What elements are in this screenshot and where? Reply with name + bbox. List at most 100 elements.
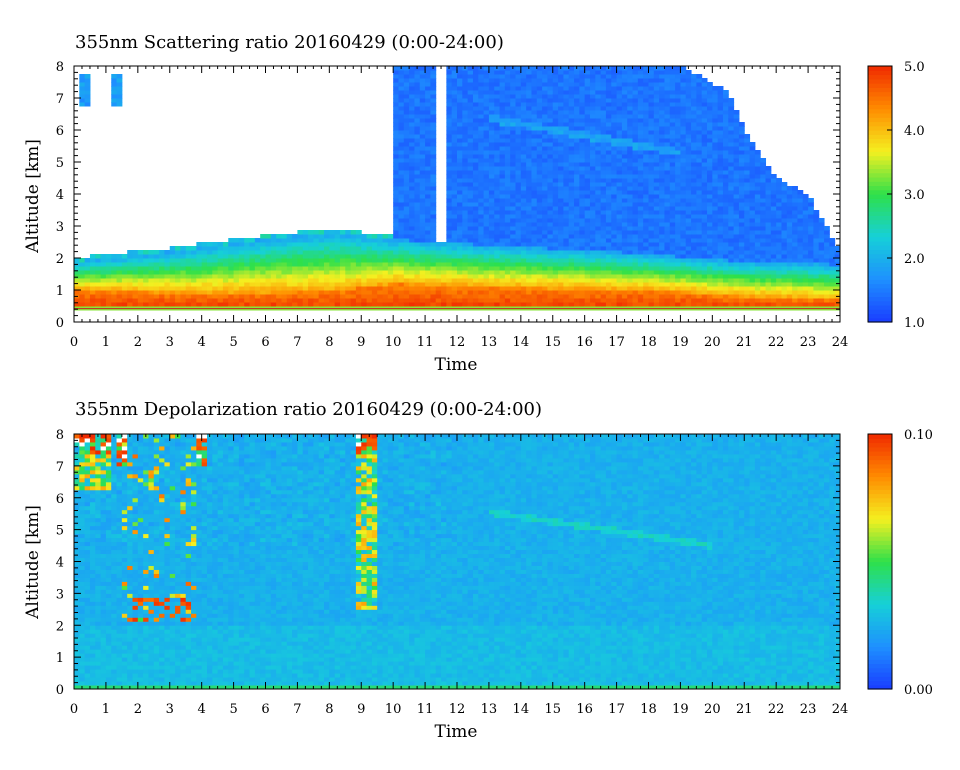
heatmap-cell	[441, 302, 447, 307]
heatmap-cell	[600, 134, 607, 139]
heatmap-cell	[79, 290, 86, 295]
heatmap-cell	[717, 126, 724, 131]
heatmap-cell	[552, 118, 559, 123]
heatmap-cell	[446, 218, 453, 223]
heatmap-cell	[105, 254, 112, 259]
heatmap-cell	[589, 290, 596, 295]
heatmap-cell	[632, 234, 639, 239]
heatmap-cell	[574, 94, 580, 99]
heatmap-cell	[446, 86, 453, 91]
heatmap-cell	[744, 242, 751, 247]
heatmap-cell	[308, 294, 314, 299]
heatmap-cell	[483, 246, 490, 251]
heatmap-cell	[542, 278, 548, 283]
heatmap-cell	[579, 102, 586, 107]
heatmap-cell	[579, 274, 586, 279]
heatmap-cell	[79, 86, 86, 91]
heatmap-cell	[643, 198, 649, 203]
heatmap-cell	[733, 194, 740, 199]
heatmap-cell	[499, 190, 506, 195]
heatmap-cell	[105, 298, 112, 303]
heatmap-cell	[329, 278, 336, 283]
heatmap-cell	[616, 282, 623, 287]
heatmap-cell	[222, 294, 229, 299]
heatmap-cell	[600, 198, 607, 203]
heatmap-cell	[552, 286, 559, 291]
heatmap-cell	[547, 286, 554, 291]
heatmap-cell	[419, 102, 426, 107]
heatmap-cell	[589, 250, 596, 255]
heatmap-cell	[499, 202, 506, 207]
heatmap-cell	[632, 162, 639, 167]
heatmap-cell	[148, 250, 155, 255]
heatmap-cell	[648, 134, 655, 139]
heatmap-cell	[478, 246, 485, 251]
heatmap-cell	[659, 146, 665, 151]
heatmap-cell	[425, 118, 431, 123]
heatmap-cell	[558, 138, 564, 143]
heatmap-cell	[685, 78, 692, 83]
heatmap-cell	[393, 274, 399, 279]
heatmap-cell	[712, 182, 719, 187]
heatmap-cell	[536, 162, 543, 167]
heatmap-cell	[462, 178, 469, 183]
heatmap-cell	[446, 202, 453, 207]
heatmap-cell	[738, 258, 745, 263]
heatmap-cell	[722, 130, 729, 135]
heatmap-cell	[297, 258, 304, 263]
heatmap-cell	[680, 182, 687, 187]
heatmap-cell	[457, 110, 463, 115]
heatmap-cell	[584, 198, 591, 203]
heatmap-cell	[675, 222, 681, 227]
heatmap-cell	[217, 290, 224, 295]
heatmap-cell	[611, 158, 618, 163]
heatmap-cell	[675, 206, 681, 211]
heatmap-cell	[472, 210, 479, 215]
heatmap-cell	[680, 114, 687, 119]
heatmap-cell	[100, 286, 107, 291]
heatmap-cell	[441, 246, 447, 251]
heatmap-cell	[371, 298, 378, 303]
heatmap-cell	[339, 302, 346, 307]
heatmap-cell	[669, 194, 676, 199]
heatmap-cell	[701, 130, 708, 135]
heatmap-cell	[366, 254, 373, 259]
heatmap-cell	[292, 274, 298, 279]
heatmap-cell	[616, 246, 623, 251]
heatmap-cell	[584, 74, 591, 79]
heatmap-cell	[499, 230, 506, 235]
heatmap-cell	[738, 134, 745, 139]
heatmap-cell	[127, 294, 134, 299]
heatmap-cell	[504, 158, 511, 163]
heatmap-cell	[308, 298, 314, 303]
heatmap-cell	[409, 130, 415, 135]
heatmap-cell	[504, 230, 511, 235]
heatmap-cell	[520, 90, 527, 95]
heatmap-cell	[632, 178, 639, 183]
heatmap-cell	[696, 214, 703, 219]
heatmap-cell	[738, 270, 745, 275]
heatmap-cell	[153, 286, 160, 291]
heatmap-cell	[377, 250, 384, 255]
heatmap-cell	[526, 226, 532, 231]
heatmap-cell	[680, 106, 687, 111]
heatmap-cell	[722, 302, 729, 307]
heatmap-cell	[659, 274, 665, 279]
heatmap-cell	[611, 302, 618, 307]
heatmap-cell	[722, 134, 729, 139]
heatmap-cell	[281, 266, 288, 271]
heatmap-cell	[377, 238, 384, 243]
heatmap-cell	[499, 238, 506, 243]
heatmap-cell	[425, 82, 431, 87]
heatmap-cell	[478, 70, 485, 75]
heatmap-cell	[579, 202, 586, 207]
heatmap-cell	[648, 118, 655, 123]
heatmap-cell	[398, 206, 405, 211]
heatmap-cell	[680, 198, 687, 203]
heatmap-cell	[547, 254, 554, 259]
heatmap-cell	[616, 178, 623, 183]
heatmap-cell	[222, 298, 229, 303]
heatmap-cell	[659, 114, 665, 119]
heatmap-cell	[531, 278, 538, 283]
heatmap-cell	[472, 238, 479, 243]
